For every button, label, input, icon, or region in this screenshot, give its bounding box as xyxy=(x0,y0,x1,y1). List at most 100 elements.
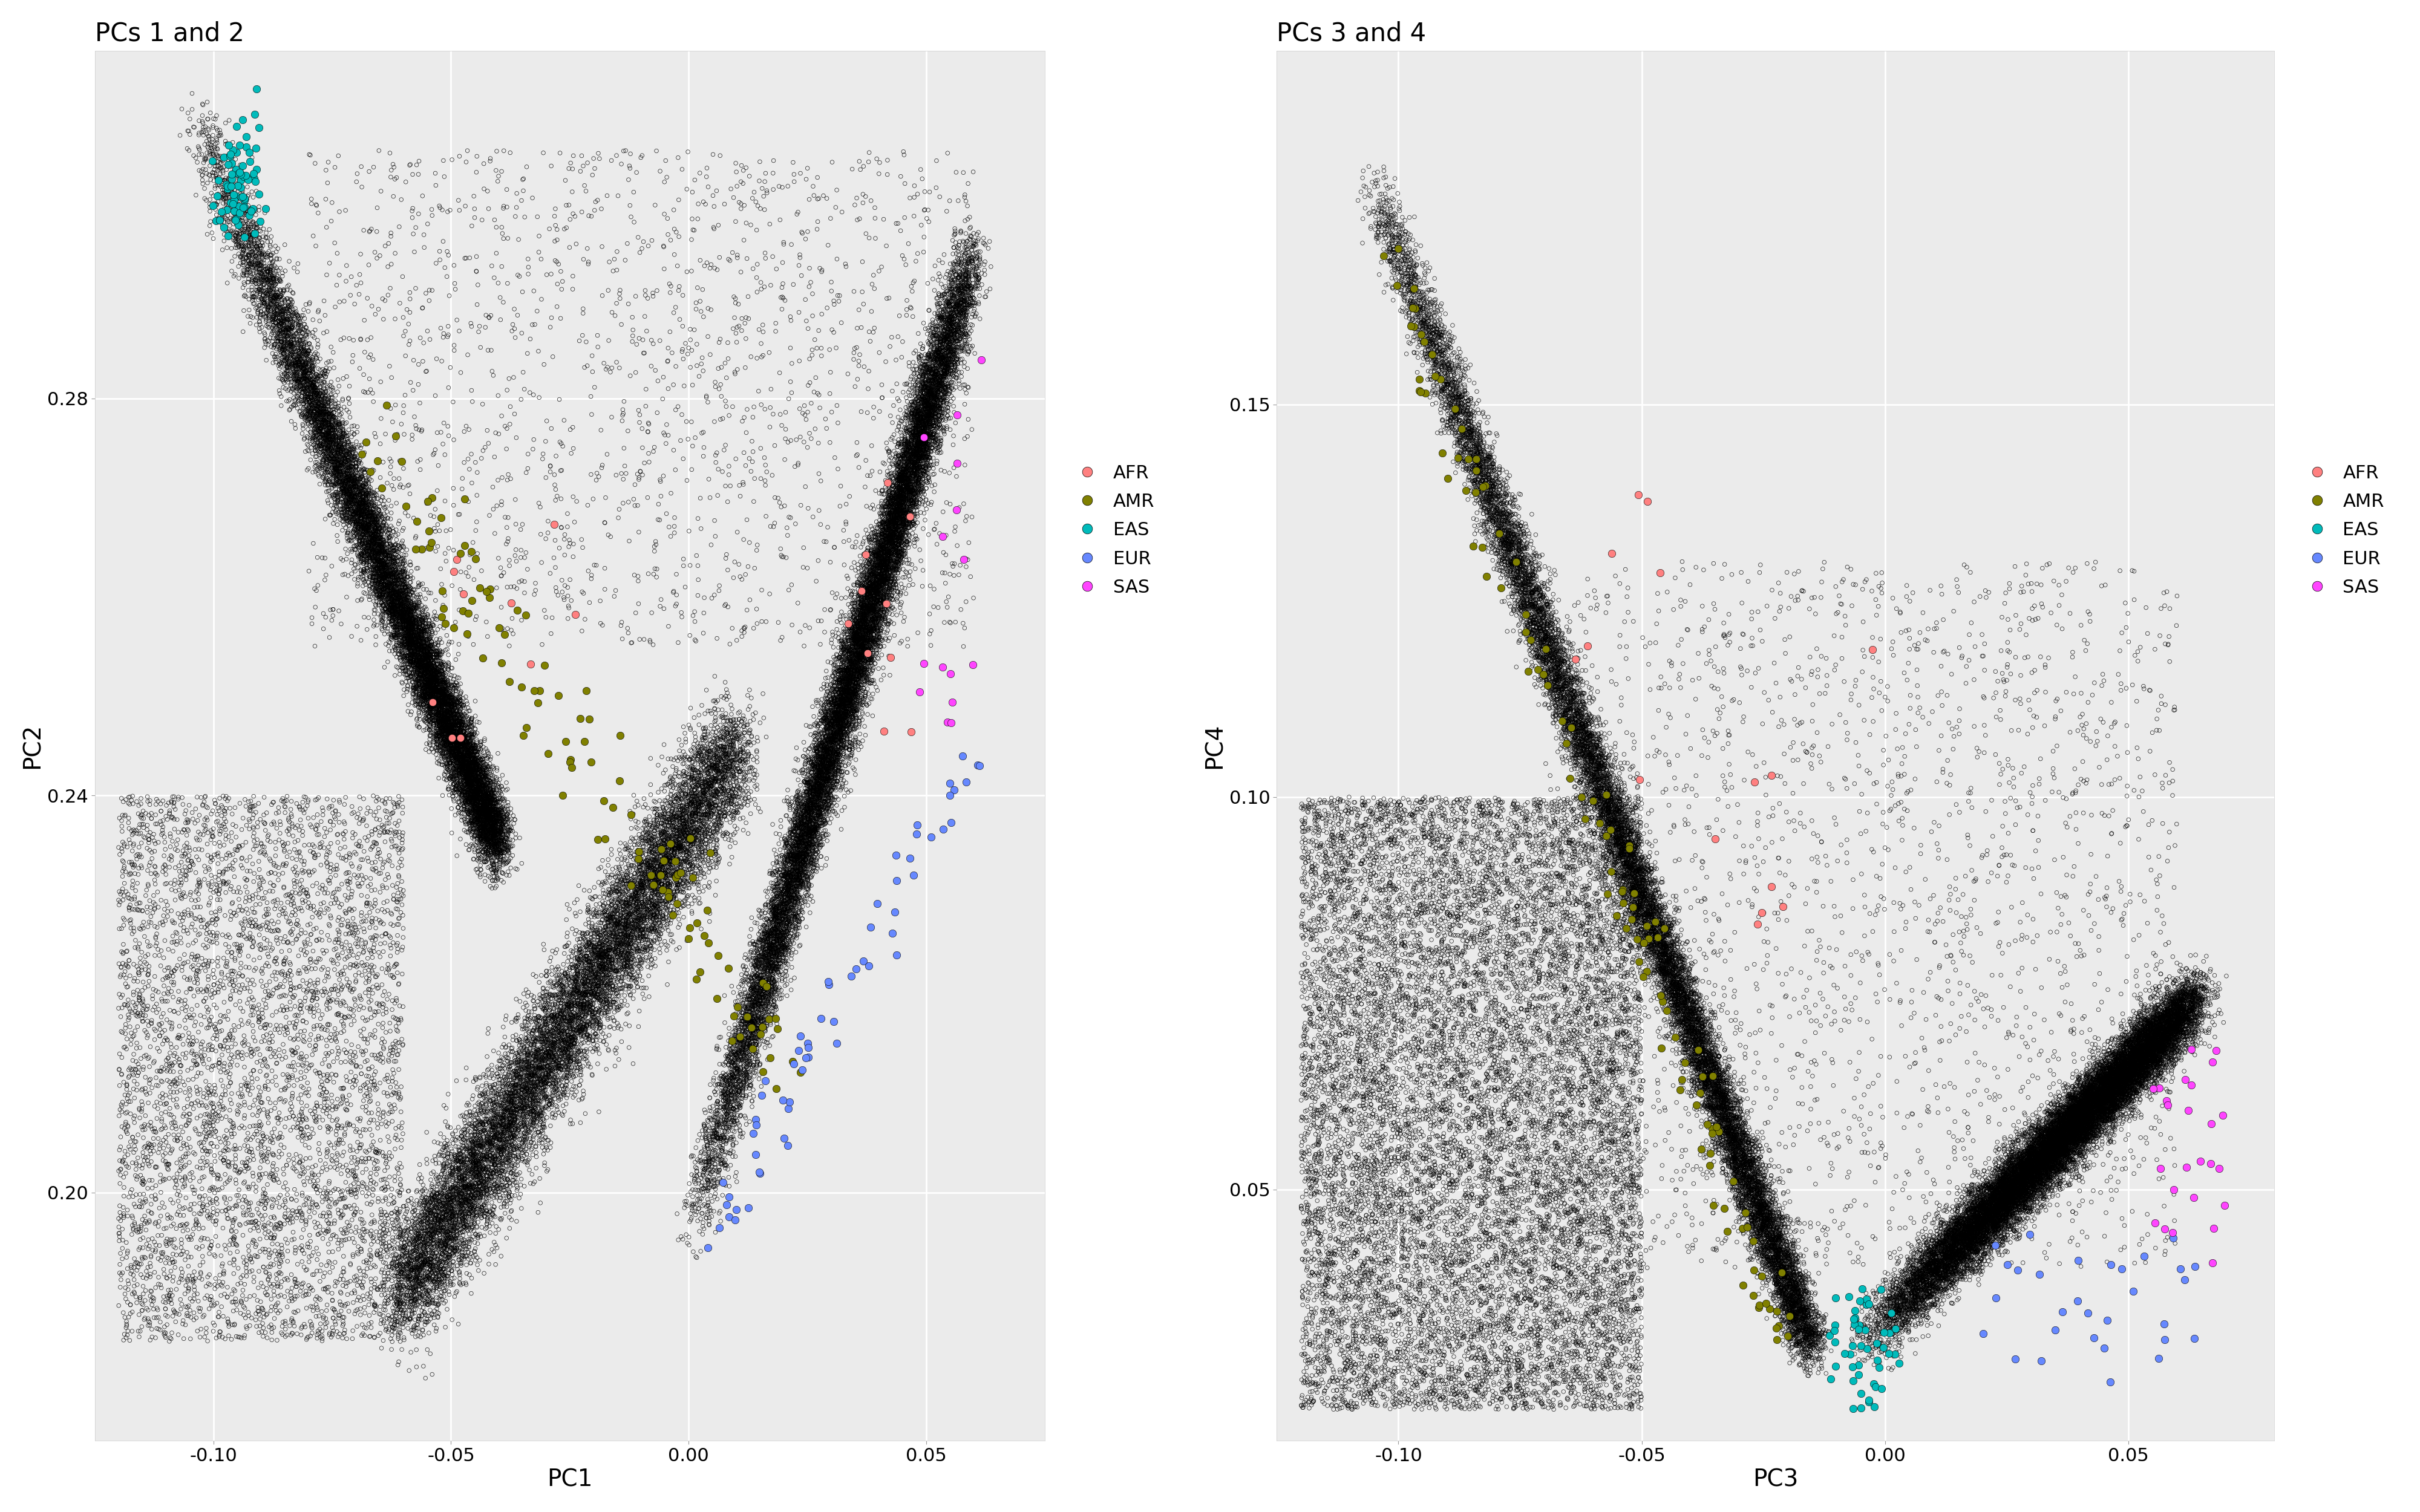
Point xyxy=(2033,1142,2072,1166)
Point xyxy=(910,390,949,414)
Point xyxy=(1595,971,1634,995)
Point xyxy=(774,851,813,875)
Point xyxy=(840,658,878,682)
Point xyxy=(886,407,924,431)
Point xyxy=(1469,490,1508,514)
Point xyxy=(1476,851,1515,875)
Point xyxy=(1379,841,1418,865)
Point xyxy=(876,525,915,549)
Point xyxy=(1362,833,1401,857)
Point xyxy=(1989,1151,2028,1175)
Point xyxy=(915,369,953,393)
Point xyxy=(1612,1161,1650,1185)
Point xyxy=(2130,1057,2168,1081)
Point xyxy=(789,798,828,823)
Point xyxy=(1467,485,1505,510)
Point xyxy=(886,253,924,277)
Point xyxy=(1912,1220,1951,1244)
Point xyxy=(397,597,436,621)
Point xyxy=(762,901,801,925)
Point xyxy=(334,476,373,500)
Point xyxy=(474,860,513,885)
Point xyxy=(847,638,886,662)
Point xyxy=(842,667,881,691)
Point xyxy=(2120,1043,2159,1067)
Point xyxy=(820,646,859,670)
Point xyxy=(126,1210,165,1234)
Point xyxy=(1517,587,1556,611)
Point xyxy=(1517,602,1556,626)
Point xyxy=(612,922,651,947)
Point xyxy=(1696,1036,1735,1060)
Point xyxy=(895,435,934,460)
Point xyxy=(1551,673,1590,697)
Point xyxy=(2047,1120,2086,1145)
Point xyxy=(629,900,668,924)
SAS xyxy=(937,497,975,522)
Point xyxy=(590,984,629,1009)
Point xyxy=(883,511,922,535)
Point xyxy=(862,591,900,615)
Point xyxy=(733,998,772,1022)
Point xyxy=(269,1067,307,1092)
Point xyxy=(731,694,770,718)
Point xyxy=(2147,1005,2185,1030)
Point xyxy=(1612,816,1650,841)
Point xyxy=(1469,1064,1508,1089)
Point xyxy=(1612,830,1650,854)
Point xyxy=(269,1021,307,1045)
Point xyxy=(392,611,431,635)
Point xyxy=(290,405,329,429)
Point xyxy=(421,649,460,673)
EAS xyxy=(1863,1335,1902,1359)
Point xyxy=(1663,918,1701,942)
Point xyxy=(1549,1030,1588,1054)
Point xyxy=(375,590,414,614)
Point xyxy=(467,1185,506,1210)
Point xyxy=(1595,891,1634,915)
Point xyxy=(1771,1311,1810,1335)
Point xyxy=(288,346,327,370)
Point xyxy=(276,311,315,336)
Point xyxy=(1919,1232,1958,1256)
Point xyxy=(1525,1077,1563,1101)
Point xyxy=(2093,1086,2132,1110)
Point xyxy=(436,1199,474,1223)
Point xyxy=(1350,1308,1389,1332)
Point xyxy=(300,387,339,411)
Point xyxy=(242,839,281,863)
Point xyxy=(382,644,421,668)
Point xyxy=(223,246,261,271)
Point xyxy=(617,895,656,919)
Point xyxy=(133,1169,172,1193)
Point xyxy=(2132,1058,2171,1083)
Point xyxy=(465,786,503,810)
Point xyxy=(1989,1152,2028,1176)
Point xyxy=(1917,1258,1955,1282)
Point xyxy=(1634,883,1672,907)
Point xyxy=(269,930,307,954)
Point xyxy=(1515,611,1554,635)
Point xyxy=(1975,1158,2013,1182)
Point xyxy=(598,937,636,962)
Point xyxy=(1549,1343,1588,1367)
Point xyxy=(929,330,968,354)
Point xyxy=(2137,1028,2176,1052)
Point xyxy=(288,372,327,396)
Point xyxy=(273,392,312,416)
Point xyxy=(1595,1163,1634,1187)
Point xyxy=(1771,1317,1810,1341)
Point xyxy=(939,233,978,257)
Point xyxy=(1578,1070,1617,1095)
Point xyxy=(1793,1314,1832,1338)
Point xyxy=(433,1139,472,1163)
Point xyxy=(1900,1266,1938,1290)
Point xyxy=(881,476,920,500)
Point xyxy=(1321,1140,1360,1164)
Point xyxy=(445,758,484,782)
Point xyxy=(394,665,433,689)
Point xyxy=(866,526,905,550)
Point xyxy=(1418,1281,1457,1305)
Point xyxy=(1515,585,1554,609)
Point xyxy=(453,708,491,732)
